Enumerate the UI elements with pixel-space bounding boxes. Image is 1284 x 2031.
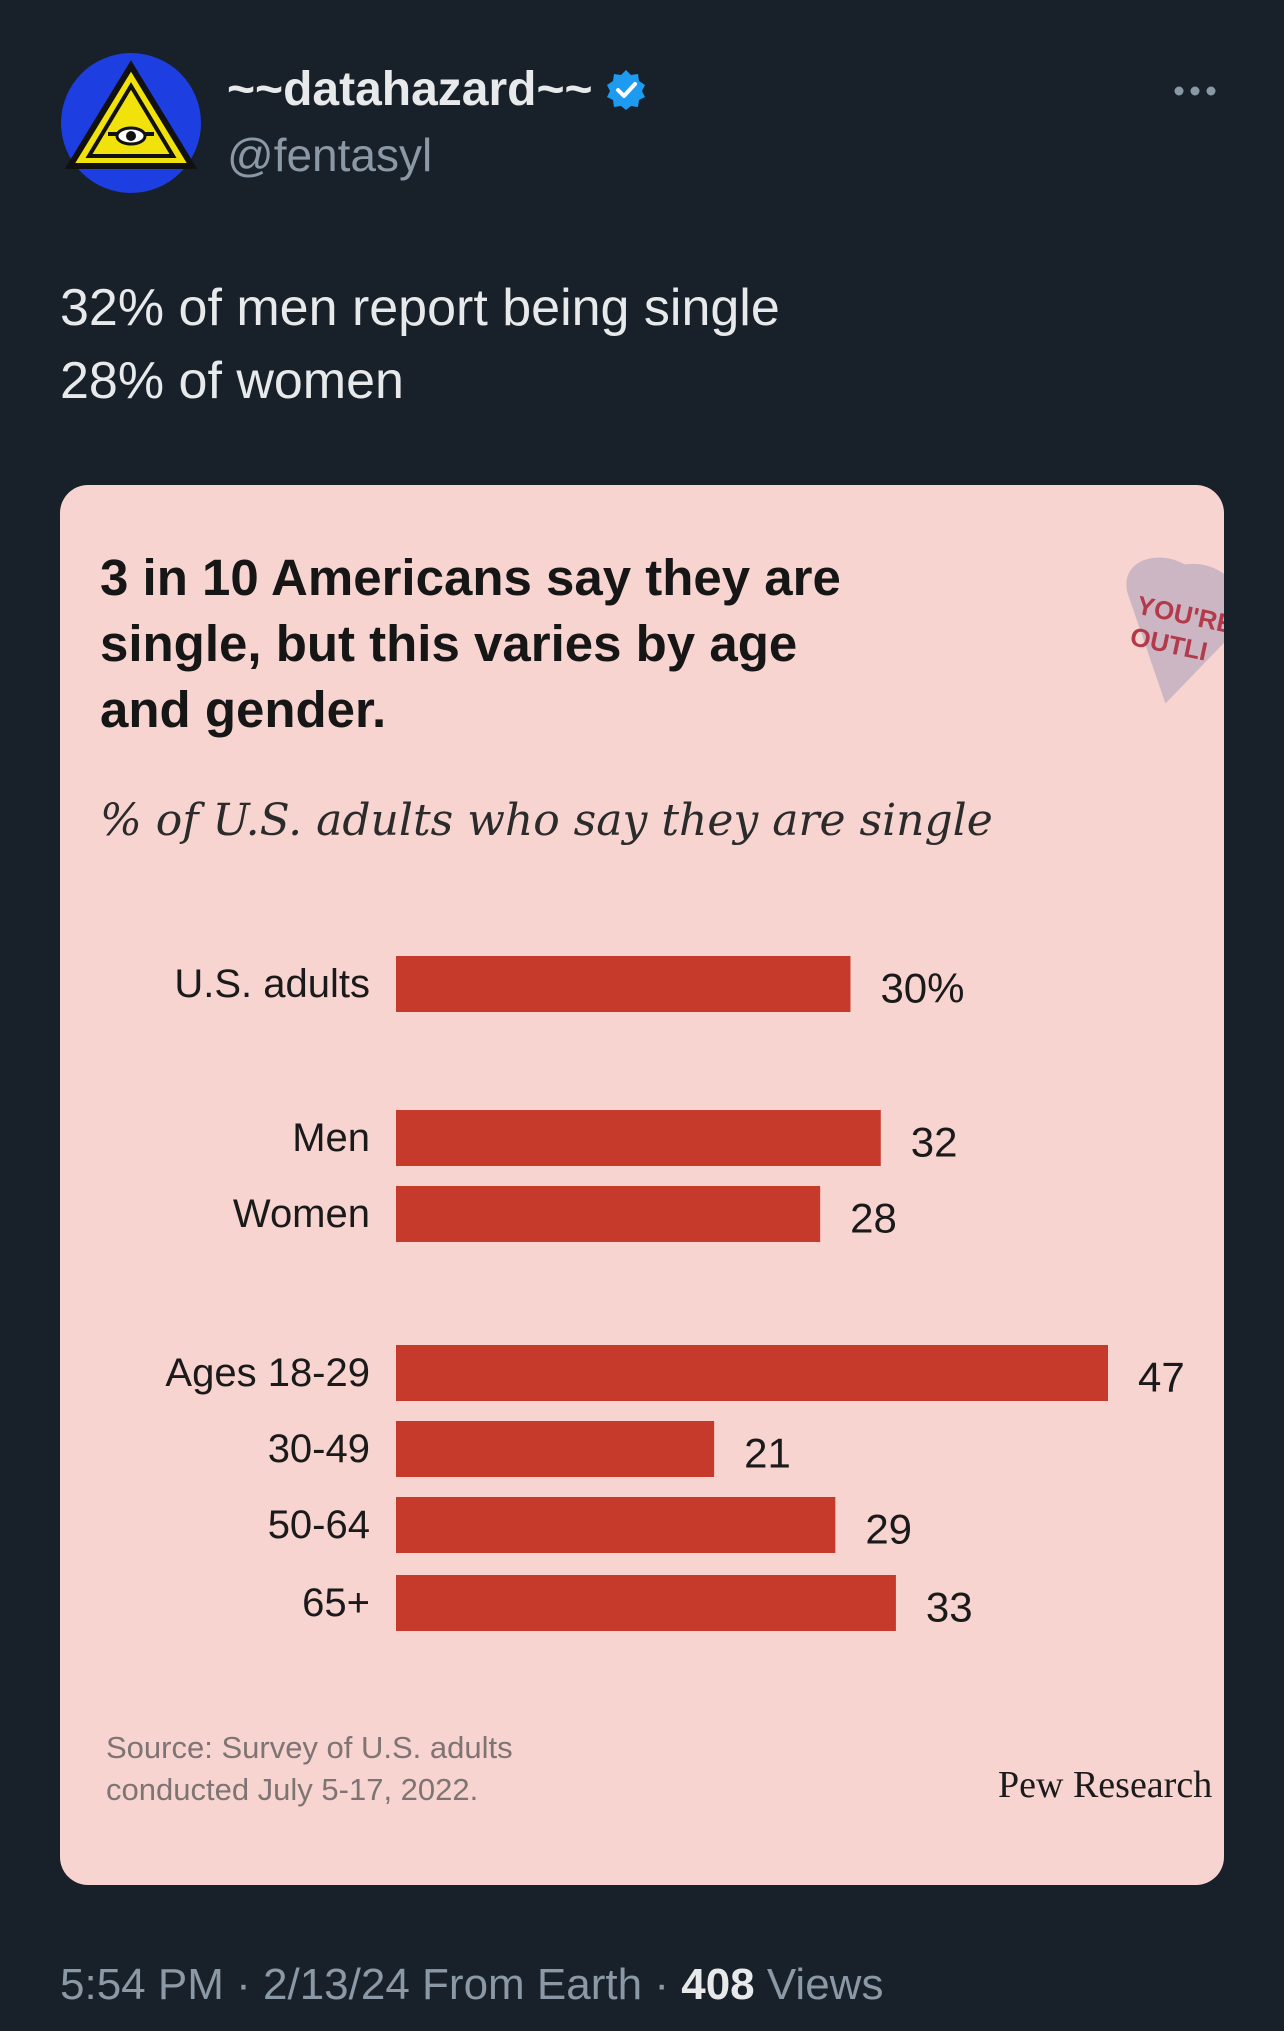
avatar[interactable] (60, 52, 202, 194)
tweet-text-line: 28% of women (60, 352, 404, 410)
bar-value-label: 30% (880, 965, 964, 1012)
bar-chart: U.S. adults 30% Men 32 Women 28 Ages 18-29 47 30… (165, 956, 1185, 1631)
tweet-text-line: 32% of men report being single (60, 279, 780, 337)
chart-credit: Pew Research (998, 1764, 1213, 1806)
bar-category-label: Women (233, 1192, 370, 1236)
views-count[interactable]: 408 (681, 1960, 755, 2009)
tweet-text: 32% of men report being single 28% of wo… (60, 272, 780, 418)
bar (396, 1575, 896, 1631)
bar (396, 1110, 881, 1166)
bar-category-label: Men (292, 1116, 370, 1160)
separator: · (654, 1960, 669, 2009)
bar-value-label: 28 (850, 1195, 897, 1242)
bar-category-label: 65+ (302, 1581, 370, 1625)
bar (396, 1421, 715, 1477)
bar-value-label: 33 (926, 1584, 973, 1631)
display-name[interactable]: ~~datahazard~~ (227, 62, 647, 117)
bar-value-label: 47 (1138, 1354, 1185, 1401)
bar-value-label: 21 (744, 1430, 791, 1477)
tweet-time[interactable]: 5:54 PM (60, 1960, 224, 2009)
tweet-media-image[interactable]: 3 in 10 Americans say they are single, b… (60, 485, 1224, 1885)
bar-value-label: 29 (865, 1506, 912, 1553)
bar-category-label: U.S. adults (174, 962, 370, 1006)
handle[interactable]: @fentasyl (227, 129, 433, 181)
chart-source: Source: Survey of U.S. adults conducted … (106, 1727, 513, 1811)
bar (396, 956, 851, 1012)
heart-sticker-icon: YOU'RE OUTLI (1110, 555, 1224, 735)
display-name-text: ~~datahazard~~ (227, 63, 593, 116)
chart-source-line: conducted July 5-17, 2022. (106, 1772, 479, 1807)
chart-title-line: single, but this varies by age (100, 615, 798, 672)
bar (396, 1497, 836, 1553)
bar-category-label: 50-64 (268, 1503, 370, 1547)
chart-source-line: Source: Survey of U.S. adults (106, 1730, 513, 1765)
chart-title: 3 in 10 Americans say they are single, b… (100, 545, 1000, 743)
separator: · (236, 1960, 251, 2009)
views-label: Views (766, 1960, 884, 2009)
tweet-date[interactable]: 2/13/24 (263, 1960, 410, 2009)
bar-value-label: 32 (911, 1119, 958, 1166)
hazard-triangle-eye-icon (61, 53, 201, 193)
bar-category-label: Ages 18-29 (165, 1351, 370, 1395)
verified-badge-icon[interactable] (605, 69, 647, 111)
tweet-metadata: 5:54 PM · 2/13/24 From Earth · 408 Views (60, 1960, 883, 2010)
more-dots-icon[interactable] (1172, 76, 1218, 106)
chart-title-line: and gender. (100, 681, 387, 738)
bar-category-label: 30-49 (268, 1427, 370, 1471)
tweet-source: From Earth (422, 1960, 643, 2009)
chart-title-line: 3 in 10 Americans say they are (100, 549, 841, 606)
bar (396, 1186, 821, 1242)
chart-subtitle: % of U.S. adults who say they are single (100, 795, 993, 846)
bar (396, 1345, 1108, 1401)
